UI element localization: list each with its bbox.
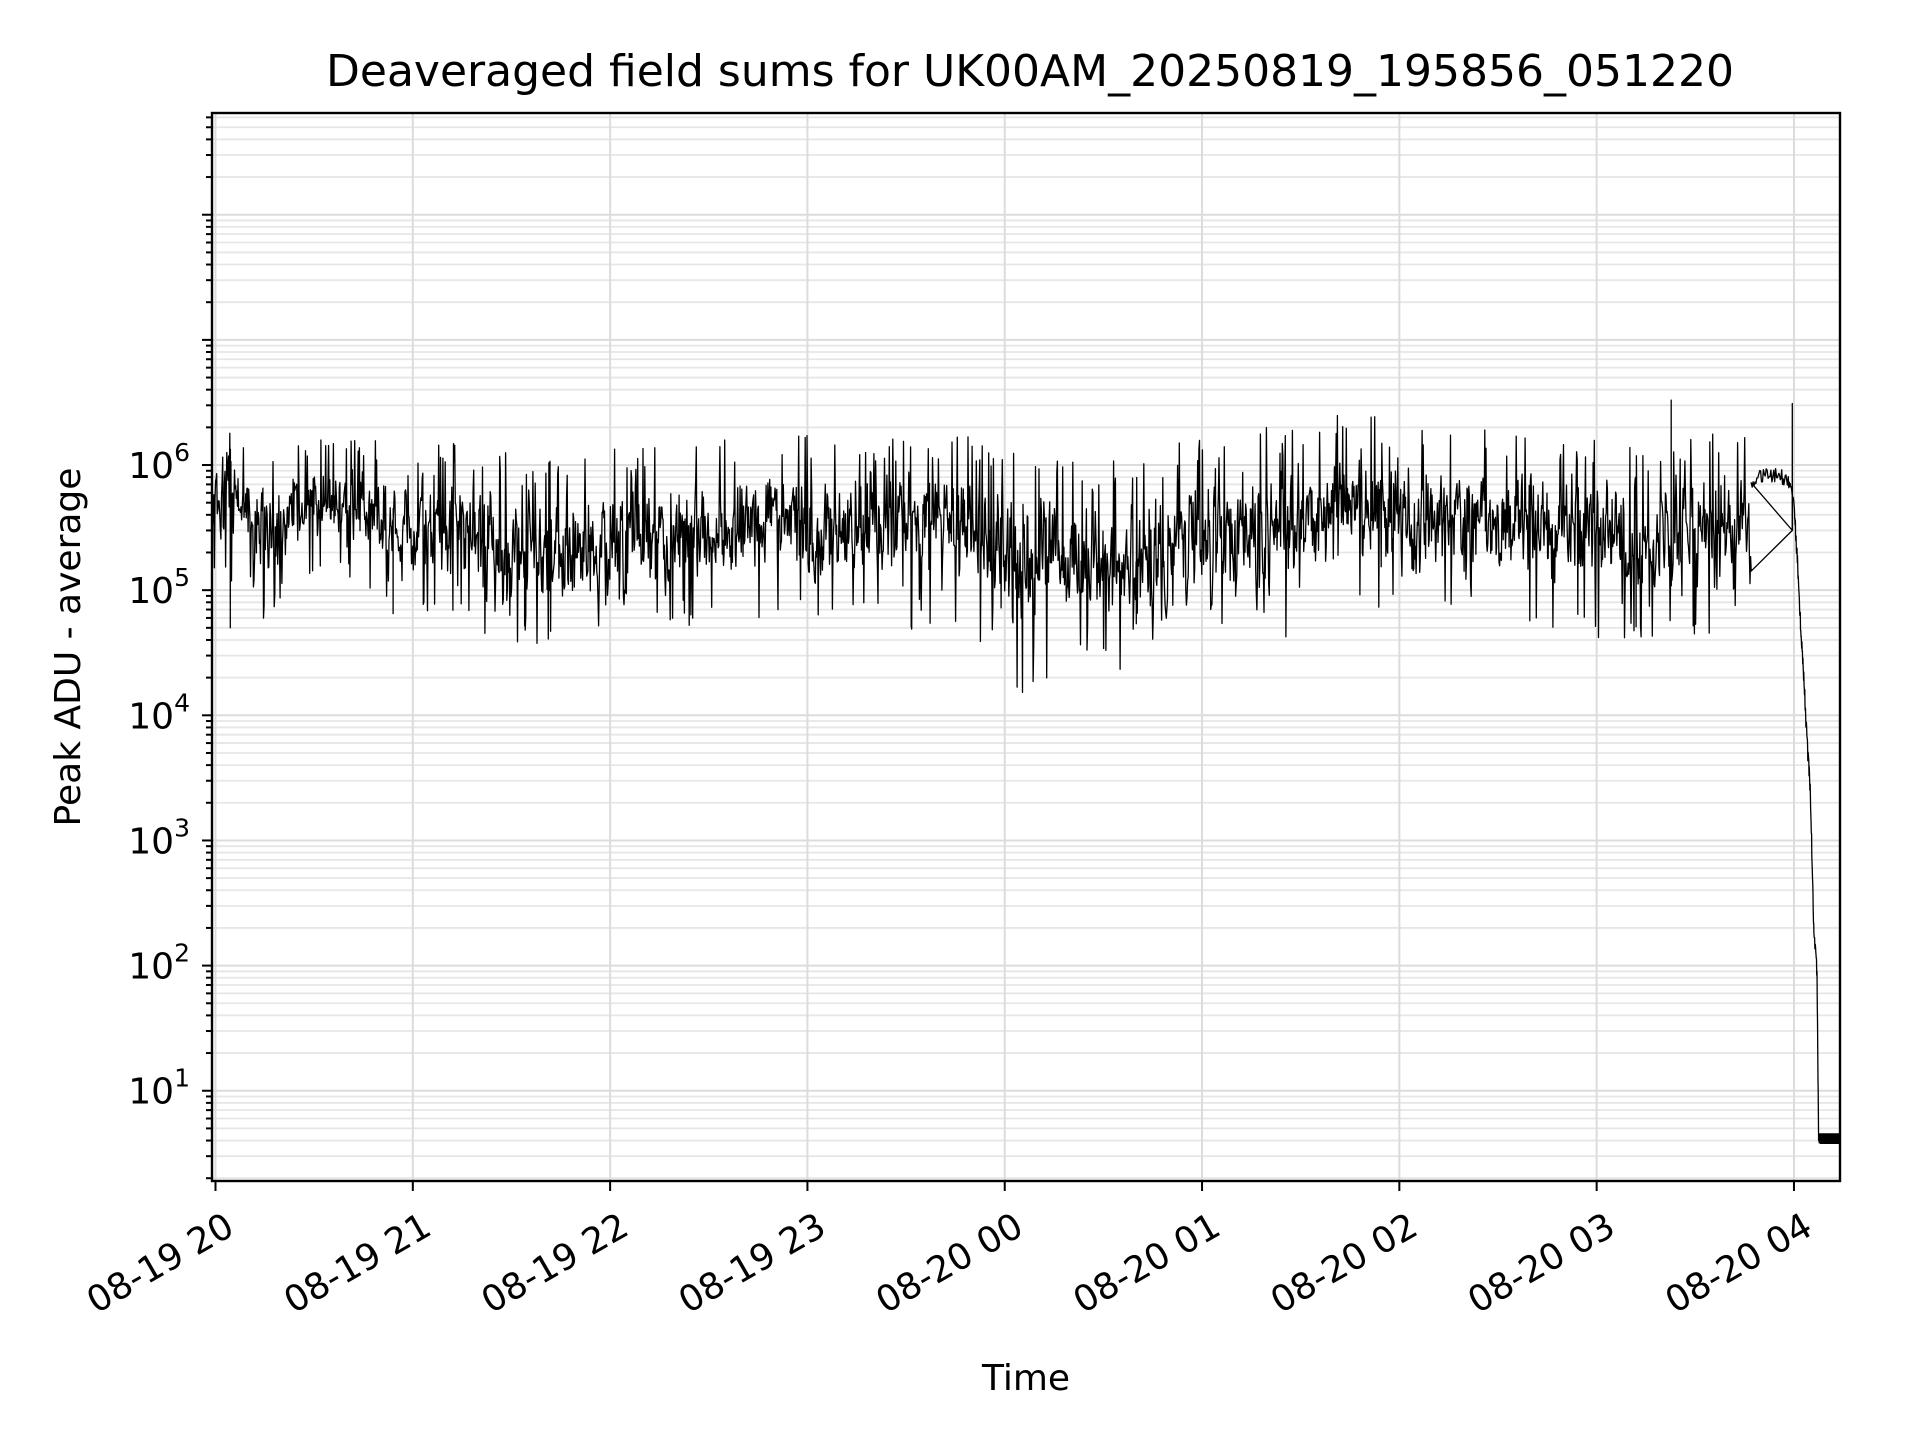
- x-axis-label: Time: [981, 1358, 1070, 1399]
- plot-area: [212, 399, 1840, 1144]
- grid: [212, 113, 1840, 1181]
- y-tick-label: 102: [128, 939, 190, 988]
- y-tick-label-exponent: 2: [174, 939, 190, 968]
- y-tick-label-base: 10: [128, 571, 174, 612]
- y-tick-label: 103: [128, 813, 190, 862]
- y-tick-label-base: 10: [128, 1072, 174, 1113]
- y-tick-label: 101: [128, 1064, 190, 1113]
- y-tick-label-exponent: 5: [174, 563, 190, 592]
- y-tick-label-base: 10: [128, 446, 174, 487]
- plot-frame: [210, 111, 1842, 1183]
- y-tick-label-exponent: 4: [174, 688, 190, 717]
- y-axis-label: Peak ADU - average: [48, 468, 89, 827]
- y-tick-label: 104: [128, 688, 190, 737]
- y-tick-label: 106: [128, 438, 190, 487]
- y-tick-label-base: 10: [128, 821, 174, 862]
- y-tick-label-exponent: 1: [174, 1064, 190, 1093]
- y-tick-label-exponent: 3: [174, 813, 190, 842]
- chart-title: Deaveraged field sums for UK00AM_2025081…: [326, 46, 1734, 97]
- y-tick-label: 105: [128, 563, 190, 612]
- series-line: [212, 399, 1840, 1144]
- y-tick-label-exponent: 6: [174, 438, 190, 467]
- y-tick-label-base: 10: [128, 947, 174, 988]
- y-tick-label-base: 10: [128, 696, 174, 737]
